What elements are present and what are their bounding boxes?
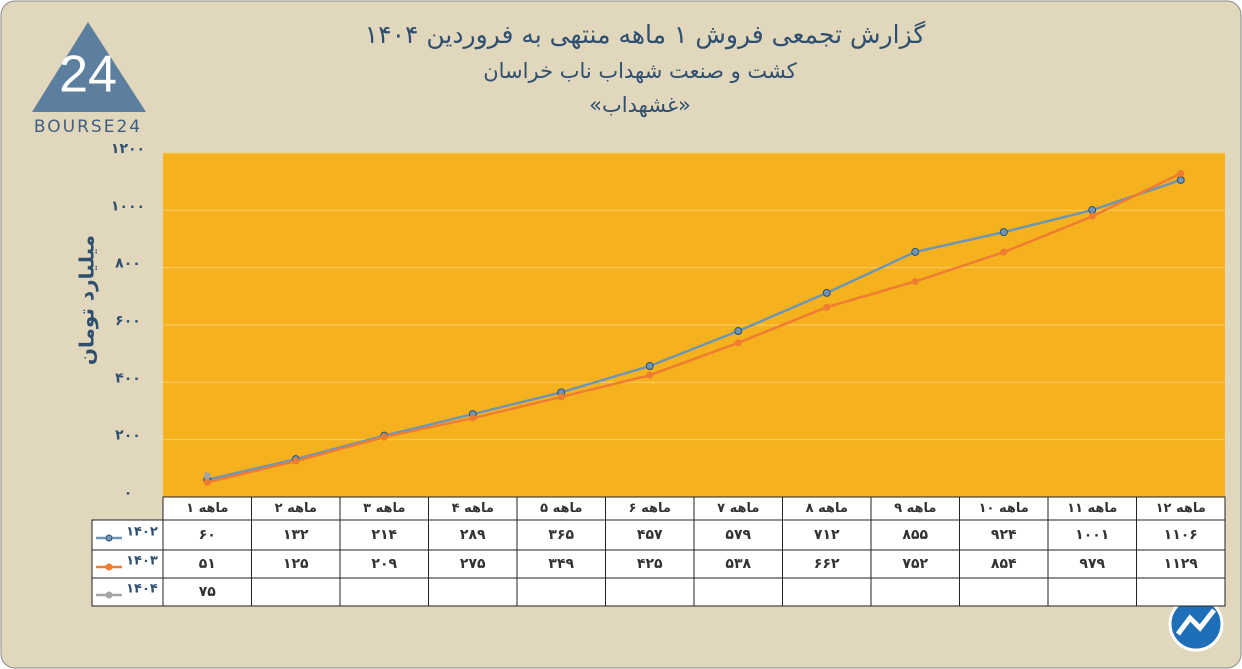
y-tick-label: ۱۰۰۰ bbox=[111, 198, 145, 214]
point bbox=[203, 478, 211, 486]
legend-marker bbox=[105, 563, 113, 571]
y-tick-label: ۱۲۰۰ bbox=[111, 141, 145, 157]
legend-label: ۱۴۰۳ bbox=[126, 554, 158, 569]
point bbox=[1177, 169, 1185, 177]
y-tick-label: ۲۰۰ bbox=[115, 428, 141, 444]
data-label: ۷۱۲ bbox=[814, 527, 840, 543]
data-label: ۵۷۹ bbox=[725, 527, 751, 543]
logo-triangle bbox=[32, 22, 146, 112]
legend-marker bbox=[105, 591, 113, 599]
data-label: ۵۱ bbox=[199, 556, 216, 572]
x-tick-label: ۱۰ ماهه bbox=[979, 501, 1029, 516]
data-label: ۲۰۹ bbox=[371, 556, 397, 572]
x-tick-label: ۸ ماهه bbox=[806, 501, 848, 516]
data-label: ۸۵۴ bbox=[991, 556, 1017, 572]
data-label: ۶۰ bbox=[199, 527, 216, 543]
point bbox=[1176, 175, 1185, 184]
point bbox=[822, 288, 831, 297]
point bbox=[469, 414, 477, 422]
x-tick-label: ۱ ماهه bbox=[186, 501, 228, 516]
data-label: ۹۲۴ bbox=[991, 527, 1017, 543]
point bbox=[292, 457, 300, 465]
chart-symbol: «غشهداب» bbox=[589, 93, 691, 117]
data-label: ۹۷۹ bbox=[1079, 556, 1105, 572]
point bbox=[823, 303, 831, 311]
y-tick-label: ۶۰۰ bbox=[115, 313, 141, 329]
data-label: ۳۴۹ bbox=[548, 556, 574, 572]
x-tick-label: ۷ ماهه bbox=[717, 501, 759, 516]
chart-title: گزارش تجمعی فروش ۱ ماهه منتهی به فروردین… bbox=[365, 20, 926, 50]
data-label: ۸۵۵ bbox=[902, 527, 928, 543]
chart-subtitle: کشت و صنعت شهداب ناب خراسان bbox=[483, 59, 797, 83]
data-label: ۱۰۰۱ bbox=[1075, 527, 1109, 543]
x-tick-label: ۴ ماهه bbox=[452, 501, 494, 516]
y-tick-label: ۸۰۰ bbox=[115, 256, 141, 272]
point bbox=[203, 472, 211, 479]
point bbox=[911, 277, 919, 285]
x-tick-label: ۱۲ ماهه bbox=[1156, 501, 1206, 516]
point bbox=[999, 228, 1008, 237]
legend-label: ۱۴۰۲ bbox=[126, 525, 158, 540]
data-label: ۲۷۵ bbox=[460, 556, 486, 572]
data-label: ۲۸۹ bbox=[460, 527, 486, 543]
data-label: ۳۶۵ bbox=[548, 527, 574, 543]
data-label: ۱۱۲۹ bbox=[1164, 556, 1199, 572]
logo-mark: 24 bbox=[59, 46, 117, 104]
logo-name: BOURSE24 bbox=[34, 117, 142, 137]
legend-marker bbox=[105, 534, 113, 542]
point bbox=[911, 247, 920, 256]
point bbox=[1088, 212, 1096, 220]
data-label: ۲۱۴ bbox=[371, 527, 397, 543]
series-line bbox=[206, 178, 1182, 482]
data-label: ۷۵ bbox=[199, 584, 217, 600]
point bbox=[557, 393, 565, 401]
data-label: ۶۶۲ bbox=[814, 556, 840, 572]
data-label: ۴۵۷ bbox=[637, 527, 663, 543]
x-tick-label: ۵ ماهه bbox=[540, 501, 582, 516]
y-tick-label: ۰ bbox=[124, 485, 133, 501]
data-label: ۷۵۲ bbox=[902, 556, 928, 572]
data-label: ۱۱۰۶ bbox=[1164, 527, 1198, 543]
data-label: ۱۳۲ bbox=[283, 527, 309, 543]
x-tick-label: ۳ ماهه bbox=[363, 501, 405, 516]
y-tick-label: ۴۰۰ bbox=[115, 370, 141, 386]
legend-label: ۱۴۰۴ bbox=[126, 582, 158, 597]
x-tick-label: ۲ ماهه bbox=[275, 501, 317, 516]
table-body bbox=[91, 519, 1226, 607]
data-label: ۴۲۵ bbox=[637, 556, 663, 572]
point bbox=[1000, 248, 1008, 256]
data-label: ۱۲۵ bbox=[283, 556, 309, 572]
point bbox=[645, 361, 654, 370]
x-tick-label: ۱۱ ماهه bbox=[1067, 501, 1117, 516]
x-tick-label: ۶ ماهه bbox=[629, 501, 671, 516]
point bbox=[1088, 206, 1097, 215]
point bbox=[646, 371, 654, 379]
point bbox=[734, 339, 742, 347]
series-line bbox=[206, 172, 1182, 484]
point bbox=[380, 433, 388, 441]
data-label: ۵۳۸ bbox=[725, 556, 751, 572]
point bbox=[734, 327, 743, 336]
y-axis-label: میلیارد تومان bbox=[75, 235, 99, 365]
x-tick-label: ۹ ماهه bbox=[894, 501, 936, 516]
